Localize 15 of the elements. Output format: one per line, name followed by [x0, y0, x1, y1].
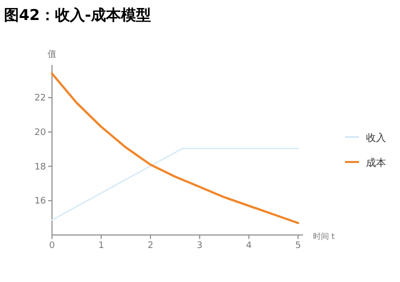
x-tick-label: 2	[148, 241, 154, 251]
y-axis-title: 值	[48, 49, 56, 60]
x-tick-label: 5	[295, 241, 301, 251]
y-tick-label: 20	[34, 128, 46, 138]
x-axis-title: 时间 t	[313, 232, 335, 241]
x-tick-label: 0	[49, 241, 56, 251]
y-tick-label: 22	[34, 94, 46, 104]
legend-label: 成本	[366, 157, 386, 169]
legend-label: 收入	[366, 132, 386, 144]
y-tick-label: 18	[34, 162, 46, 172]
x-tick-label: 3	[196, 241, 203, 251]
x-tick-label: 1	[98, 241, 104, 251]
y-tick-label: 16	[34, 196, 46, 207]
chart-title: 图42：收入-成本模型	[4, 6, 152, 24]
x-tick-label: 4	[246, 241, 252, 251]
